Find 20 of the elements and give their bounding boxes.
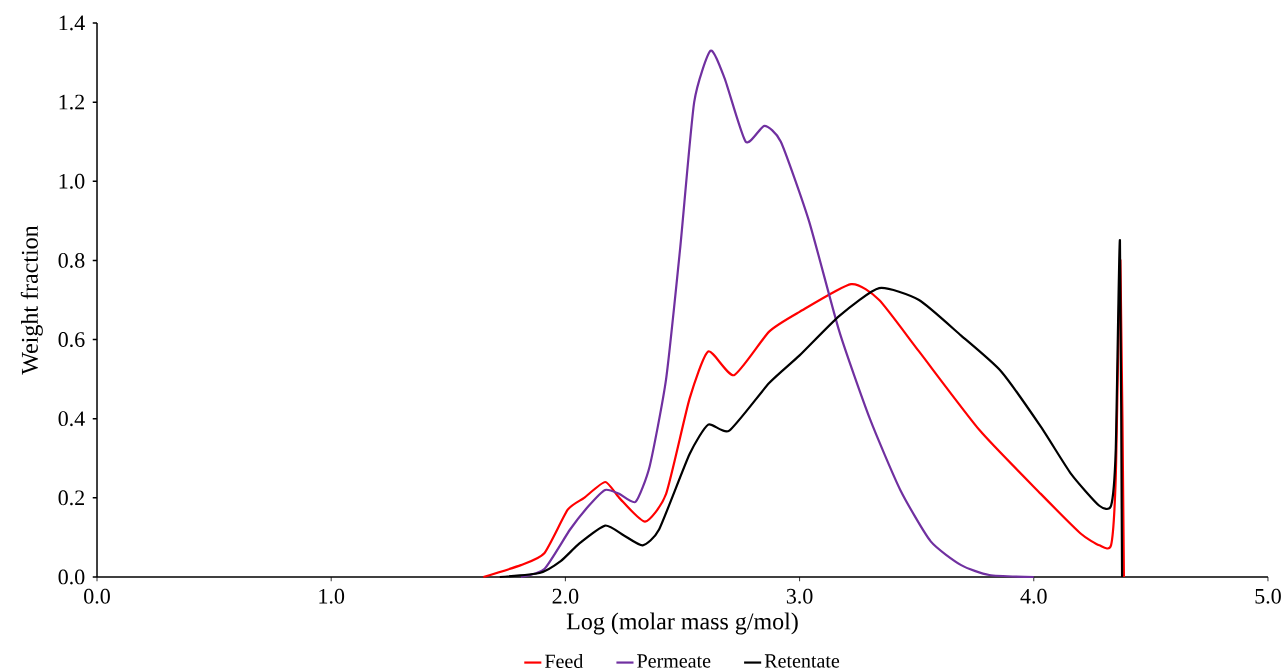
y-tick-label: 0.6: [58, 332, 85, 348]
y-tick-label: 1.0: [59, 173, 85, 189]
y-tick-label: 0.4: [58, 411, 85, 427]
y-tick-label: 0.0: [58, 569, 85, 585]
legend-label: Permeate: [637, 654, 711, 668]
x-tick-label: 5.0: [1255, 588, 1281, 604]
line-series: [519, 49, 1035, 579]
legend-label: Retentate: [764, 654, 840, 668]
y-axis-title: Weight fraction: [20, 225, 43, 375]
y-tick-label: 0.8: [58, 252, 85, 268]
x-tick-label: 0.0: [84, 588, 110, 604]
x-tick-label: 1.0: [319, 588, 345, 604]
y-tick-label: 0.2: [58, 490, 84, 506]
legend-label: Feed: [545, 653, 584, 669]
y-tick-label: 1.2: [59, 94, 84, 110]
x-tick-label: 4.0: [1020, 588, 1047, 604]
x-tick-label: 3.0: [786, 588, 813, 604]
x-tick-label: 2.0: [552, 588, 579, 604]
x-axis-title: Log (molar mass g/mol): [566, 612, 798, 635]
y-tick-label: 1.4: [59, 15, 85, 31]
